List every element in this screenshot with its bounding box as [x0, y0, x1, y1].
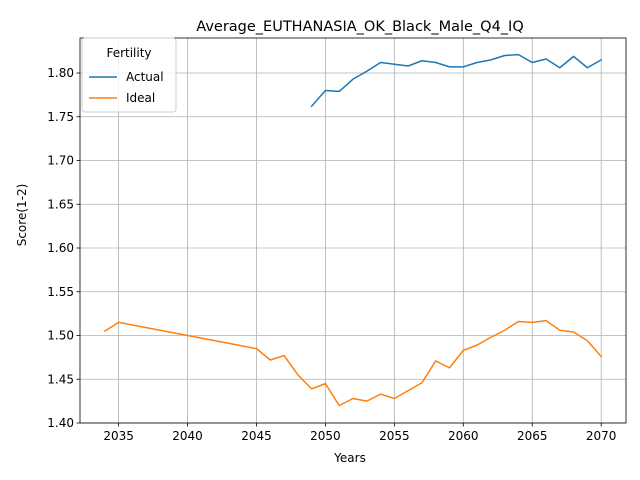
legend-label-actual: Actual	[126, 70, 164, 84]
legend-title: Fertility	[106, 46, 151, 60]
x-axis-label: Years	[333, 451, 366, 465]
y-tick-label: 1.75	[47, 110, 74, 124]
y-tick-label: 1.80	[47, 66, 74, 80]
chart-title: Average_EUTHANASIA_OK_Black_Male_Q4_IQ	[196, 19, 524, 35]
series-group	[103, 53, 603, 407]
x-tick-label: 2045	[241, 429, 272, 443]
y-tick-label: 1.60	[47, 241, 74, 255]
x-tick-label: 2040	[172, 429, 203, 443]
plot-area-frame	[79, 37, 627, 424]
x-tick-label: 2050	[310, 429, 341, 443]
y-tick-label: 1.40	[47, 416, 74, 430]
y-tick-label: 1.50	[47, 329, 74, 343]
x-tick-label: 2070	[586, 429, 617, 443]
axis-ticks: 2035 2040 2045 2050 2055 2060 2065 2070 1.40 1.45…	[47, 66, 616, 443]
x-tick-label: 2035	[103, 429, 134, 443]
y-tick-label: 1.45	[47, 372, 74, 386]
y-tick-label: 1.65	[47, 197, 74, 211]
x-tick-label: 2060	[448, 429, 479, 443]
y-tick-label: 1.55	[47, 285, 74, 299]
legend-box	[81, 37, 177, 113]
x-tick-label: 2055	[379, 429, 410, 443]
series-line-ideal	[103, 319, 603, 407]
x-tick-label: 2065	[517, 429, 548, 443]
series-line-actual	[310, 53, 603, 108]
legend: Fertility Actual Ideal	[81, 37, 177, 113]
y-axis-label: Score(1-2)	[15, 184, 29, 247]
y-tick-label: 1.70	[47, 154, 74, 168]
legend-label-ideal: Ideal	[126, 91, 155, 105]
